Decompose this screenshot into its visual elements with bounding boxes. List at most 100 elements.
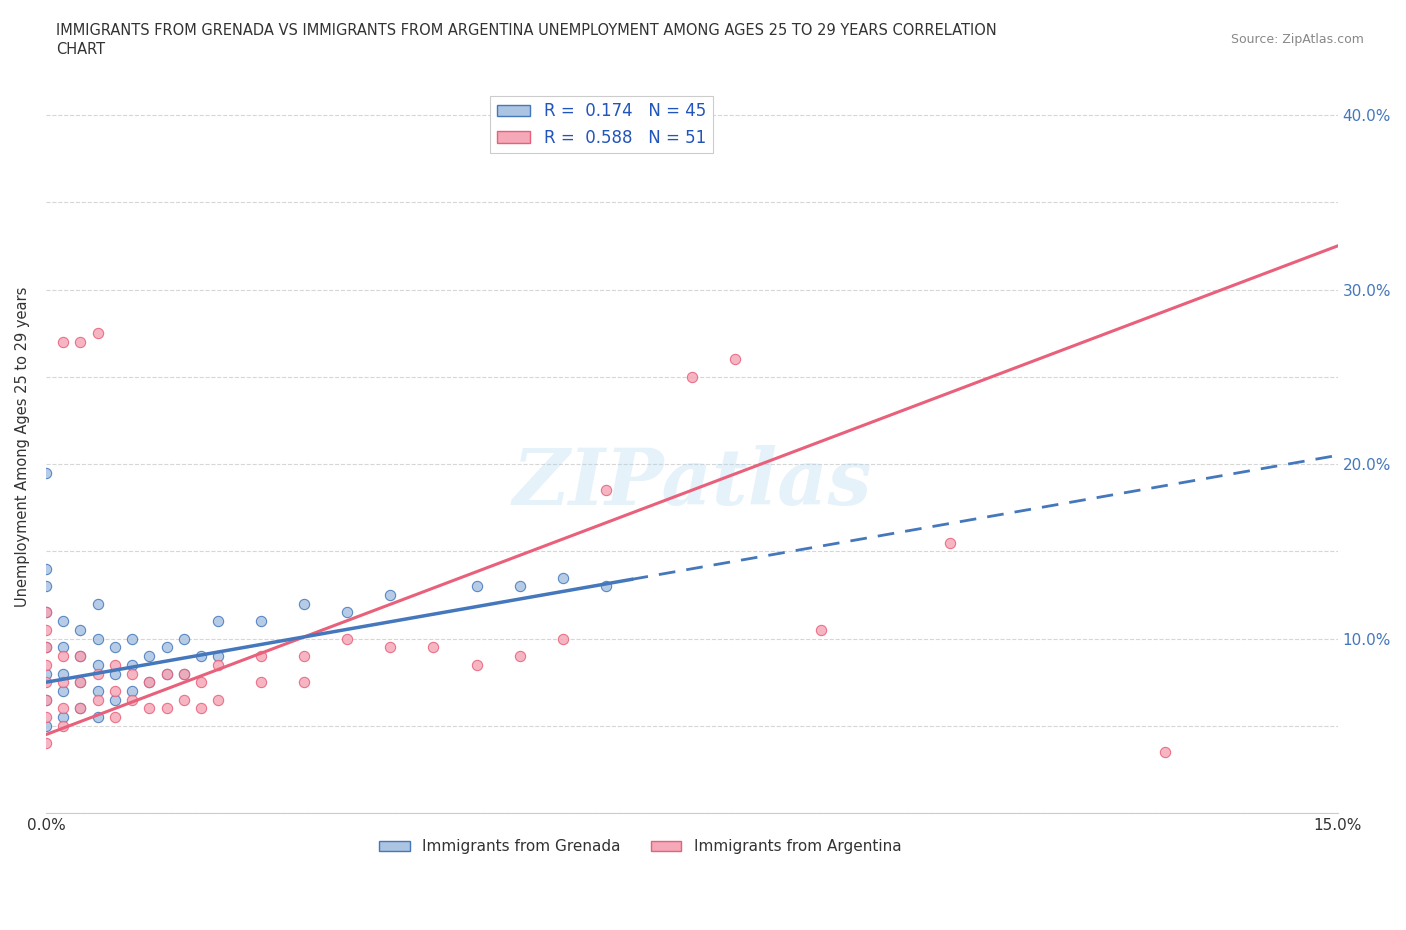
Legend: Immigrants from Grenada, Immigrants from Argentina: Immigrants from Grenada, Immigrants from… [373,833,907,860]
Point [104,640,127,655]
Point [190,701,212,716]
Point [35,640,58,655]
Point [35,736,58,751]
Point [509,578,531,593]
Point [86,692,108,707]
Point [86,666,108,681]
Point [155,666,177,681]
Point [86,596,108,611]
Point [35,658,58,672]
Point [138,675,160,690]
Point [35,719,58,734]
Point [121,631,143,646]
Point [939,535,962,550]
Point [173,666,195,681]
Point [69,648,91,663]
Point [190,675,212,690]
Point [1154,745,1177,760]
Point [810,622,832,637]
Point [207,614,229,629]
Point [724,352,747,366]
Text: CHART: CHART [56,42,105,57]
Point [250,614,273,629]
Point [292,675,315,690]
Point [104,710,127,724]
Point [292,596,315,611]
Point [35,640,58,655]
Point [69,675,91,690]
Point [207,648,229,663]
Point [336,631,359,646]
Point [52,335,75,350]
Point [155,666,177,681]
Point [104,658,127,672]
Text: ZIPatlas: ZIPatlas [512,445,872,522]
Point [35,622,58,637]
Point [138,648,160,663]
Point [336,605,359,620]
Point [681,369,703,384]
Point [121,666,143,681]
Point [104,692,127,707]
Y-axis label: Unemployment Among Ages 25 to 29 years: Unemployment Among Ages 25 to 29 years [15,286,30,606]
Point [422,640,444,655]
Point [138,701,160,716]
Point [509,648,531,663]
Point [595,483,617,498]
Point [173,631,195,646]
Point [138,675,160,690]
Point [35,578,58,593]
Point [52,684,75,698]
Point [121,684,143,698]
Point [69,701,91,716]
Point [551,570,574,585]
Point [69,701,91,716]
Point [35,692,58,707]
Point [35,605,58,620]
Point [207,692,229,707]
Point [155,701,177,716]
Point [52,701,75,716]
Text: IMMIGRANTS FROM GRENADA VS IMMIGRANTS FROM ARGENTINA UNEMPLOYMENT AMONG AGES 25 : IMMIGRANTS FROM GRENADA VS IMMIGRANTS FR… [56,23,997,38]
Point [52,675,75,690]
Point [380,640,402,655]
Point [86,710,108,724]
Point [250,648,273,663]
Point [69,675,91,690]
Text: Source: ZipAtlas.com: Source: ZipAtlas.com [1230,33,1364,46]
Point [69,648,91,663]
Point [35,675,58,690]
Point [52,640,75,655]
Point [207,658,229,672]
Point [35,710,58,724]
Point [595,578,617,593]
Point [104,684,127,698]
Point [551,631,574,646]
Point [52,719,75,734]
Point [52,666,75,681]
Point [86,658,108,672]
Point [69,622,91,637]
Point [35,465,58,480]
Point [35,692,58,707]
Point [121,658,143,672]
Point [69,335,91,350]
Point [86,631,108,646]
Point [465,578,488,593]
Point [86,684,108,698]
Point [173,692,195,707]
Point [52,614,75,629]
Point [52,710,75,724]
Point [104,666,127,681]
Point [121,692,143,707]
Point [250,675,273,690]
Point [52,648,75,663]
Point [35,605,58,620]
Point [35,666,58,681]
Point [35,562,58,577]
Point [155,640,177,655]
Point [292,648,315,663]
Point [380,588,402,603]
Point [190,648,212,663]
Point [173,666,195,681]
